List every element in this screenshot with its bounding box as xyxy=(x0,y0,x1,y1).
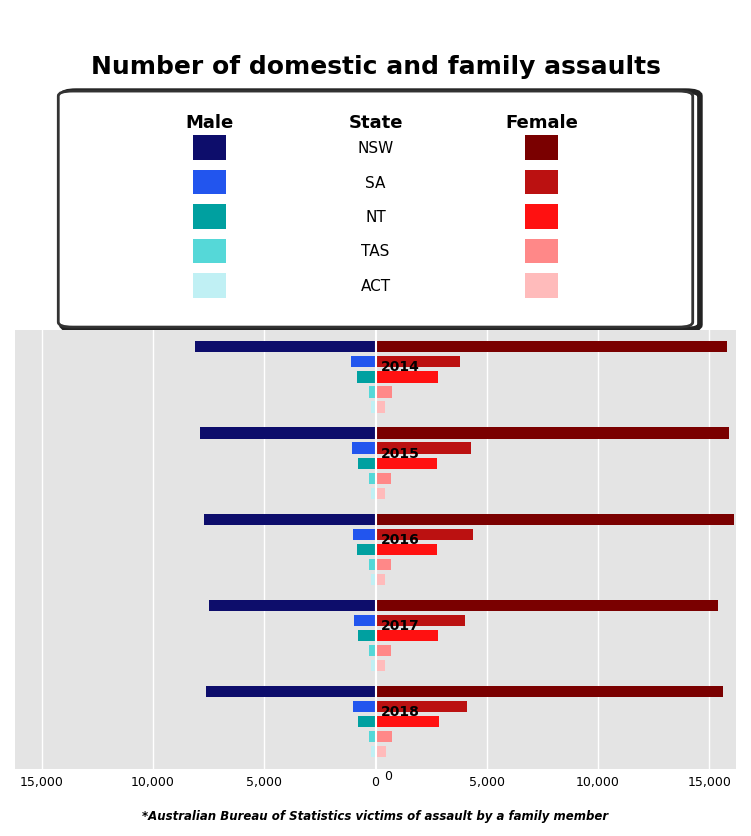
Bar xyxy=(525,239,557,264)
Text: ACT: ACT xyxy=(360,278,391,293)
Bar xyxy=(376,488,385,499)
Bar xyxy=(376,686,722,697)
Text: NT: NT xyxy=(365,210,386,225)
Text: 2018: 2018 xyxy=(381,704,420,718)
Bar xyxy=(376,574,385,585)
Bar xyxy=(371,574,376,585)
Bar xyxy=(353,529,376,540)
Bar xyxy=(376,529,473,540)
Text: Number of domestic and family assaults: Number of domestic and family assaults xyxy=(91,55,660,79)
Bar xyxy=(358,716,376,727)
Bar xyxy=(376,473,391,484)
Bar xyxy=(372,660,376,671)
Bar xyxy=(525,171,557,195)
Bar xyxy=(376,402,385,413)
Bar xyxy=(204,514,376,525)
Bar xyxy=(353,701,376,712)
Bar xyxy=(200,428,376,439)
Bar xyxy=(357,372,376,383)
Bar xyxy=(376,357,460,368)
Text: Male: Male xyxy=(185,114,234,132)
Bar xyxy=(376,342,727,353)
Text: *Australian Bureau of Statistics victims of assault by a family member: *Australian Bureau of Statistics victims… xyxy=(143,808,608,822)
Bar xyxy=(369,732,376,742)
Bar xyxy=(369,473,376,484)
Bar xyxy=(376,615,465,626)
Bar xyxy=(376,600,718,611)
Text: 2015: 2015 xyxy=(381,446,420,460)
Bar xyxy=(369,645,376,656)
Bar xyxy=(376,701,466,712)
Bar xyxy=(376,428,729,439)
Bar xyxy=(358,630,376,641)
Bar xyxy=(525,273,557,298)
Bar xyxy=(194,273,226,298)
Bar xyxy=(376,387,391,398)
FancyBboxPatch shape xyxy=(59,92,692,328)
Bar xyxy=(207,686,376,697)
Text: TAS: TAS xyxy=(361,244,390,259)
Bar xyxy=(376,559,391,570)
Bar xyxy=(371,488,376,499)
Bar xyxy=(376,630,438,641)
Bar xyxy=(195,342,376,353)
Text: Female: Female xyxy=(505,114,578,132)
Bar xyxy=(525,205,557,229)
Bar xyxy=(194,136,226,161)
Bar xyxy=(351,357,376,368)
Bar xyxy=(525,136,557,161)
Bar xyxy=(194,239,226,264)
Text: NSW: NSW xyxy=(357,141,394,156)
Text: 2016: 2016 xyxy=(381,532,419,546)
Bar xyxy=(376,732,392,742)
Text: State: State xyxy=(348,114,403,132)
Bar xyxy=(194,171,226,195)
Bar xyxy=(376,514,734,525)
Bar xyxy=(194,205,226,229)
Text: SA: SA xyxy=(365,176,386,191)
Bar xyxy=(209,600,376,611)
Bar xyxy=(376,716,439,727)
Bar xyxy=(376,544,436,555)
Bar xyxy=(376,372,438,383)
Bar xyxy=(376,443,471,454)
Bar xyxy=(376,660,385,671)
Bar xyxy=(357,544,376,555)
Text: 0: 0 xyxy=(385,769,393,782)
Bar xyxy=(371,402,376,413)
Text: 2017: 2017 xyxy=(381,618,419,632)
Bar xyxy=(354,615,376,626)
Bar xyxy=(376,645,391,656)
Bar xyxy=(369,387,376,398)
Bar xyxy=(369,559,376,570)
Bar xyxy=(376,747,385,757)
Bar xyxy=(376,458,436,469)
Text: 2014: 2014 xyxy=(381,360,420,374)
Bar xyxy=(371,747,376,757)
Bar xyxy=(352,443,376,454)
Bar xyxy=(357,458,376,469)
